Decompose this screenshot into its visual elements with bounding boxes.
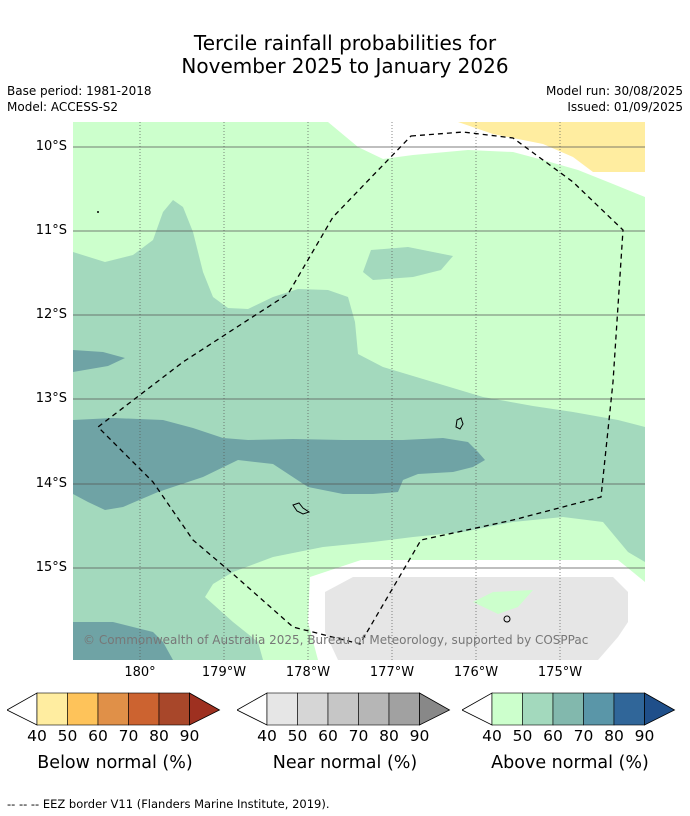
island-dot (97, 211, 99, 213)
near-normal-tick-50: 50 (287, 727, 308, 745)
base-period: Base period: 1981-2018 (7, 84, 152, 98)
above-normal-tick-50: 50 (512, 727, 533, 745)
island-vanua-balavu (455, 417, 464, 430)
rainfall-map: © Commonwealth of Australia 2025, Bureau… (73, 122, 645, 660)
issued-date: Issued: 01/09/2025 (567, 100, 683, 114)
above-normal-tick-40: 40 (482, 727, 502, 745)
below-normal-lower-extend (7, 692, 38, 726)
above-normal-upper-extend (644, 692, 676, 726)
above-normal-tick-80: 80 (604, 727, 624, 745)
lon-label-178w: 178°W (285, 665, 331, 680)
near-normal-colorbar-title: Near normal (%) (272, 753, 418, 773)
eez-border (97, 131, 624, 645)
lon-label-175w: 175°W (537, 665, 583, 680)
above-normal-lower-extend (462, 692, 493, 726)
near-normal-swatch-80 (388, 692, 420, 726)
above-normal-swatch-40 (491, 692, 523, 726)
near-normal-lower-extend (237, 692, 268, 726)
lat-label-13s: 13°S (35, 391, 67, 406)
below-normal-tick-40: 40 (27, 727, 47, 745)
above-normal-tick-70: 70 (573, 727, 594, 745)
lon-label-177w: 177°W (369, 665, 415, 680)
lon-label-176w: 176°W (453, 665, 499, 680)
above-normal-colorbar (462, 692, 676, 726)
above-normal-swatch-60 (552, 692, 584, 726)
near-normal-upper-extend (419, 692, 451, 726)
above-normal-60-patch-south (73, 622, 173, 660)
above-normal-tick-90: 90 (634, 727, 655, 745)
below-normal-tick-90: 90 (179, 727, 200, 745)
above-normal-swatch-50 (522, 692, 554, 726)
near-normal-tick-90: 90 (409, 727, 430, 745)
above-normal-50-patch-north (363, 247, 453, 280)
lat-label-12s: 12°S (35, 307, 67, 322)
near-normal-tick-80: 80 (379, 727, 399, 745)
near-normal-swatch-50 (297, 692, 329, 726)
island-lakeba (292, 502, 311, 515)
above-normal-swatch-80 (613, 692, 645, 726)
lat-label-11s: 11°S (35, 223, 67, 238)
near-normal-tick-70: 70 (348, 727, 369, 745)
above-normal-60-patch-west (73, 350, 125, 372)
lon-label-179w: 179°W (201, 665, 247, 680)
copyright-notice: © Commonwealth of Australia 2025, Bureau… (83, 633, 589, 647)
below-normal-upper-extend (189, 692, 221, 726)
below-normal-colorbar-title: Below normal (%) (37, 753, 193, 773)
near-normal-colorbar (237, 692, 451, 726)
below-normal-swatch-80 (158, 692, 190, 726)
above-normal-swatch-70 (583, 692, 615, 726)
below-normal-tick-50: 50 (57, 727, 78, 745)
below-normal-colorbar (7, 692, 221, 726)
near-normal-swatch-60 (327, 692, 359, 726)
below-normal-tick-80: 80 (149, 727, 169, 745)
map-canvas (73, 122, 645, 660)
above-normal-tick-60: 60 (543, 727, 563, 745)
lat-label-14s: 14°S (35, 476, 67, 491)
map-title-line1: Tercile rainfall probabilities for (193, 31, 497, 55)
map-title-line2: November 2025 to January 2026 (181, 54, 509, 78)
near-normal-tick-40: 40 (257, 727, 277, 745)
lon-label-180: 180° (124, 665, 156, 680)
near-normal-swatch-40 (266, 692, 298, 726)
above-normal-colorbar-title: Above normal (%) (491, 753, 649, 773)
near-normal-swatch-70 (358, 692, 390, 726)
below-normal-tick-70: 70 (118, 727, 139, 745)
lat-label-15s: 15°S (35, 560, 67, 575)
lat-label-10s: 10°S (35, 139, 67, 154)
below-normal-swatch-50 (67, 692, 99, 726)
near-normal-40-region (325, 577, 628, 660)
model-name: Model: ACCESS-S2 (7, 100, 119, 114)
above-normal-40-patch-south (473, 590, 533, 614)
below-normal-tick-60: 60 (88, 727, 108, 745)
above-normal-60-region (73, 418, 485, 510)
eez-footnote: -- -- -- EEZ border V11 (Flanders Marine… (7, 797, 330, 811)
graticule (73, 122, 645, 660)
below-normal-swatch-40 (36, 692, 68, 726)
model-run: Model run: 30/08/2025 (545, 84, 683, 98)
island-ono-ilau (503, 615, 511, 623)
below-normal-swatch-70 (128, 692, 160, 726)
near-normal-tick-60: 60 (318, 727, 338, 745)
below-normal-swatch-60 (97, 692, 129, 726)
